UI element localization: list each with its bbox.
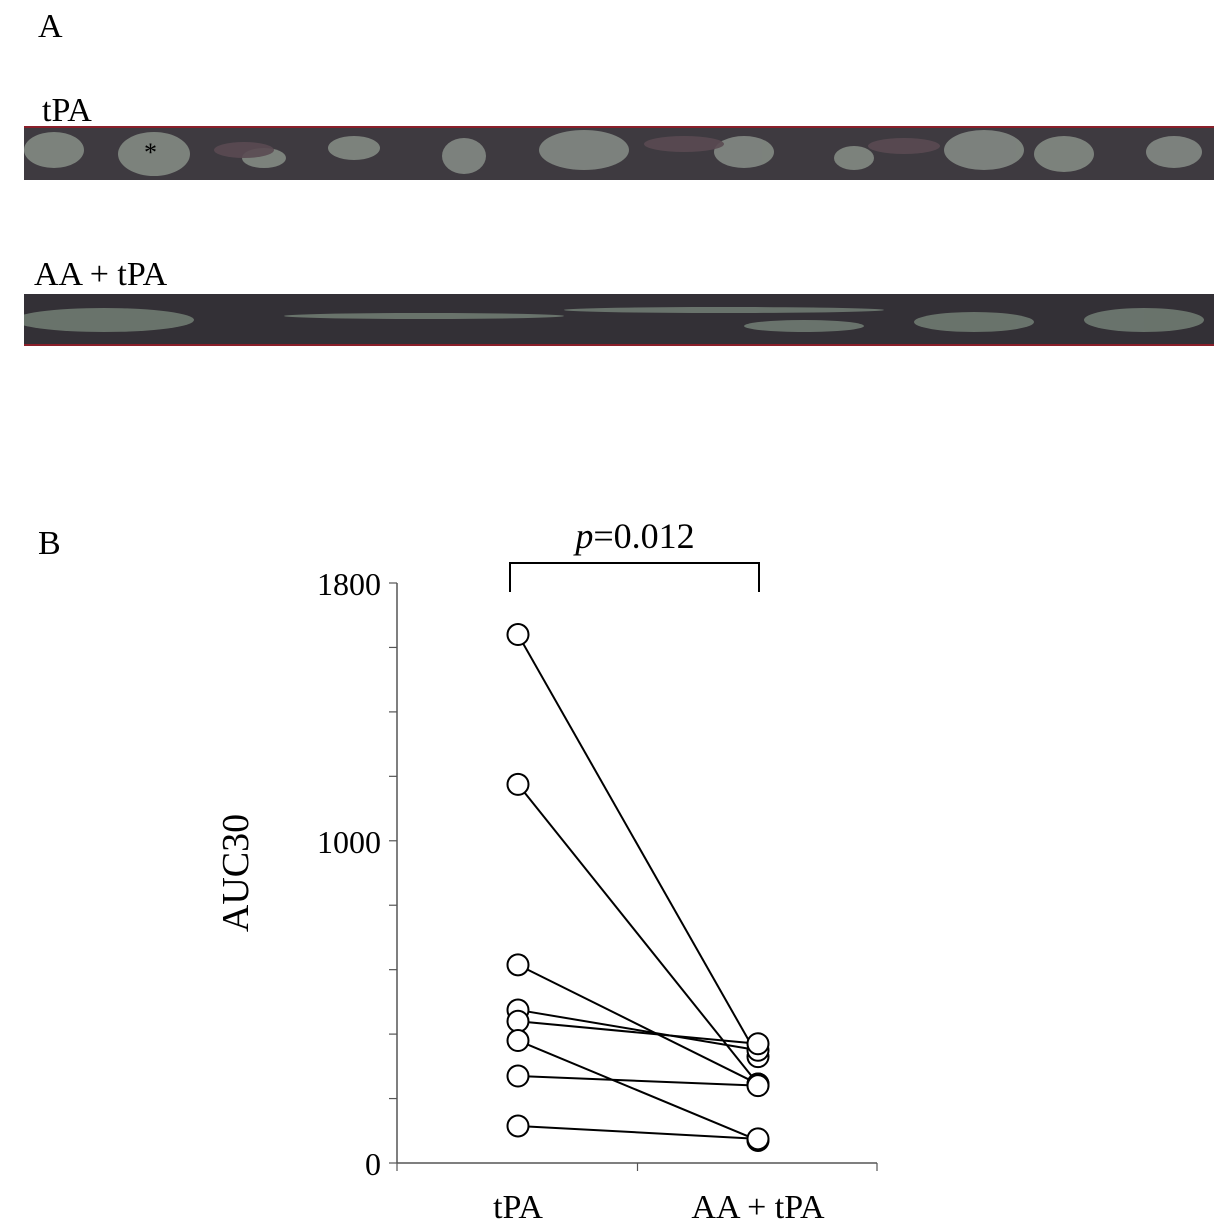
chart-marks [506,623,770,1152]
series-line-4 [517,1008,759,1052]
series-line-5 [517,1020,759,1045]
y-tick-label: 1800 [317,566,381,602]
strip-aa-tpa-label: AA + tPA [34,256,168,293]
data-point-5-aa-tpa [746,1032,770,1056]
series-line-6 [517,1039,759,1142]
data-point-8-aa-tpa [746,1127,770,1151]
x-tick-label: tPA [493,1189,543,1226]
series-line-3 [517,963,759,1085]
strip-tpa-top-line [24,126,1214,128]
y-tick-label: 0 [365,1146,381,1182]
strip-aa-tpa-bottom-line [24,344,1214,346]
data-point-8-tpa [506,1114,530,1138]
data-point-7-tpa [506,1064,530,1088]
data-point-5-tpa [506,1009,530,1033]
strip-tpa-marker: * [144,138,157,167]
x-tick-label: AA + tPA [691,1189,825,1226]
p-value-label: p=0.012 [572,516,694,556]
data-point-7-aa-tpa [746,1074,770,1098]
y-tick-label: 1000 [317,824,381,860]
y-axis-label: AUC30 [215,814,257,932]
series-line-7 [517,1075,759,1087]
series-line-8 [517,1124,759,1140]
series-line-1 [517,634,759,1058]
series-line-2 [517,783,759,1085]
panel-a-letter: A [38,8,63,45]
significance-bracket [509,562,760,592]
panel-b-letter: B [38,525,61,562]
chart-axes [389,582,878,1171]
chart-labels: 0 1000 1800 tPA AA + tPA AUC30 p=0.012 [215,516,825,1226]
data-point-2-tpa [506,772,530,796]
data-point-3-tpa [506,953,530,977]
strip-tpa-label: tPA [42,92,92,129]
data-point-6-tpa [506,1029,530,1053]
strip-aa-tpa-image [24,294,1214,344]
data-point-1-tpa [506,623,530,647]
strip-tpa-image [24,128,1214,180]
